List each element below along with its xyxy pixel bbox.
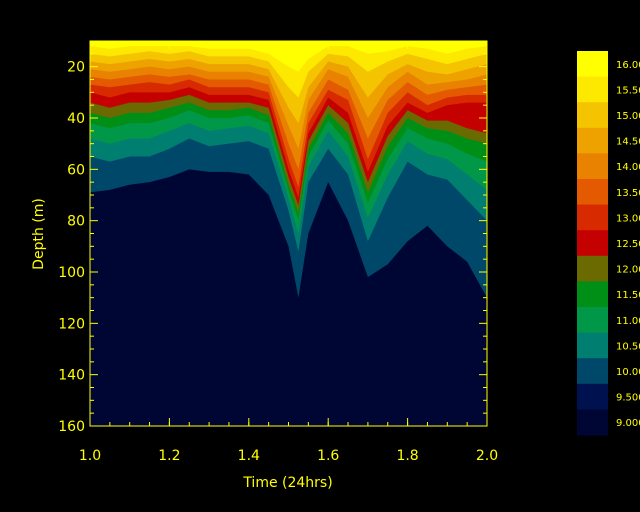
x-tick-label: 1.6 xyxy=(317,448,339,464)
colorbar-tick-label: 10.50 xyxy=(616,341,640,352)
colorbar-tick-label: 14.50 xyxy=(616,137,640,148)
contour-band-9 xyxy=(367,397,428,426)
colorbar-tick-label: 15.00 xyxy=(616,111,640,122)
colorbar-swatch xyxy=(577,358,608,385)
colorbar-tick-label: 15.50 xyxy=(616,85,640,96)
colorbar-tick-label: 13.50 xyxy=(616,188,640,199)
colorbar-swatch xyxy=(577,409,608,436)
colorbar-swatch xyxy=(577,383,608,410)
contour-band-16 xyxy=(90,41,487,72)
colorbar-swatch xyxy=(577,127,608,154)
colorbar-tick-label: 9.500 xyxy=(616,393,640,404)
y-tick-label: 40 xyxy=(67,111,85,127)
colorbar-swatch xyxy=(577,307,608,334)
colorbar-swatch xyxy=(577,281,608,308)
colorbar-tick-label: 9.000 xyxy=(616,418,640,429)
y-tick-label: 60 xyxy=(67,162,85,178)
colorbar-swatch xyxy=(577,76,608,103)
colorbar-swatch xyxy=(577,204,608,231)
y-tick-label: 140 xyxy=(58,368,85,384)
colorbar-tick-label: 12.00 xyxy=(616,265,640,276)
colorbar-tick-label: 10.00 xyxy=(616,367,640,378)
colorbar-swatch xyxy=(577,332,608,359)
y-tick-label: 120 xyxy=(58,316,85,332)
colorbar-tick-label: 14.00 xyxy=(616,162,640,173)
colorbar-swatch xyxy=(577,255,608,282)
y-axis: 20 40 60 80 100 120 140 160 xyxy=(58,53,487,435)
colorbar-swatch xyxy=(577,102,608,129)
contour-plot-area xyxy=(90,41,487,426)
y-tick-label: 100 xyxy=(58,265,85,281)
y-tick-label: 20 xyxy=(67,60,85,76)
colorbar-swatch xyxy=(577,153,608,180)
colorbar-tick-label: 13.00 xyxy=(616,213,640,224)
y-tick-label: 80 xyxy=(67,214,85,230)
colorbar-swatch xyxy=(577,230,608,257)
x-tick-label: 1.2 xyxy=(158,448,180,464)
colorbar-swatch xyxy=(577,51,608,78)
y-tick-label: 160 xyxy=(58,419,85,435)
x-tick-label: 1.8 xyxy=(396,448,418,464)
colorbar-swatch xyxy=(577,179,608,206)
x-tick-label: 1.4 xyxy=(238,448,260,464)
contour-band-15-5 xyxy=(90,41,487,98)
x-tick-label: 2.0 xyxy=(476,448,498,464)
x-tick-label: 1.0 xyxy=(79,448,101,464)
x-axis: 1.0 1.2 1.4 1.6 1.8 2.0 xyxy=(79,41,498,464)
x-axis-title: Time (24hrs) xyxy=(242,475,332,491)
colorbar-tick-label: 11.50 xyxy=(616,290,640,301)
colorbar-tick-label: 16.00 xyxy=(616,60,640,71)
colorbar: 16.00 15.50 15.00 14.50 14.00 13.50 13.00 12.50… xyxy=(577,51,640,436)
colorbar-tick-label: 12.50 xyxy=(616,239,640,250)
y-axis-title: Depth (m) xyxy=(31,198,47,270)
colorbar-tick-label: 11.00 xyxy=(616,316,640,327)
